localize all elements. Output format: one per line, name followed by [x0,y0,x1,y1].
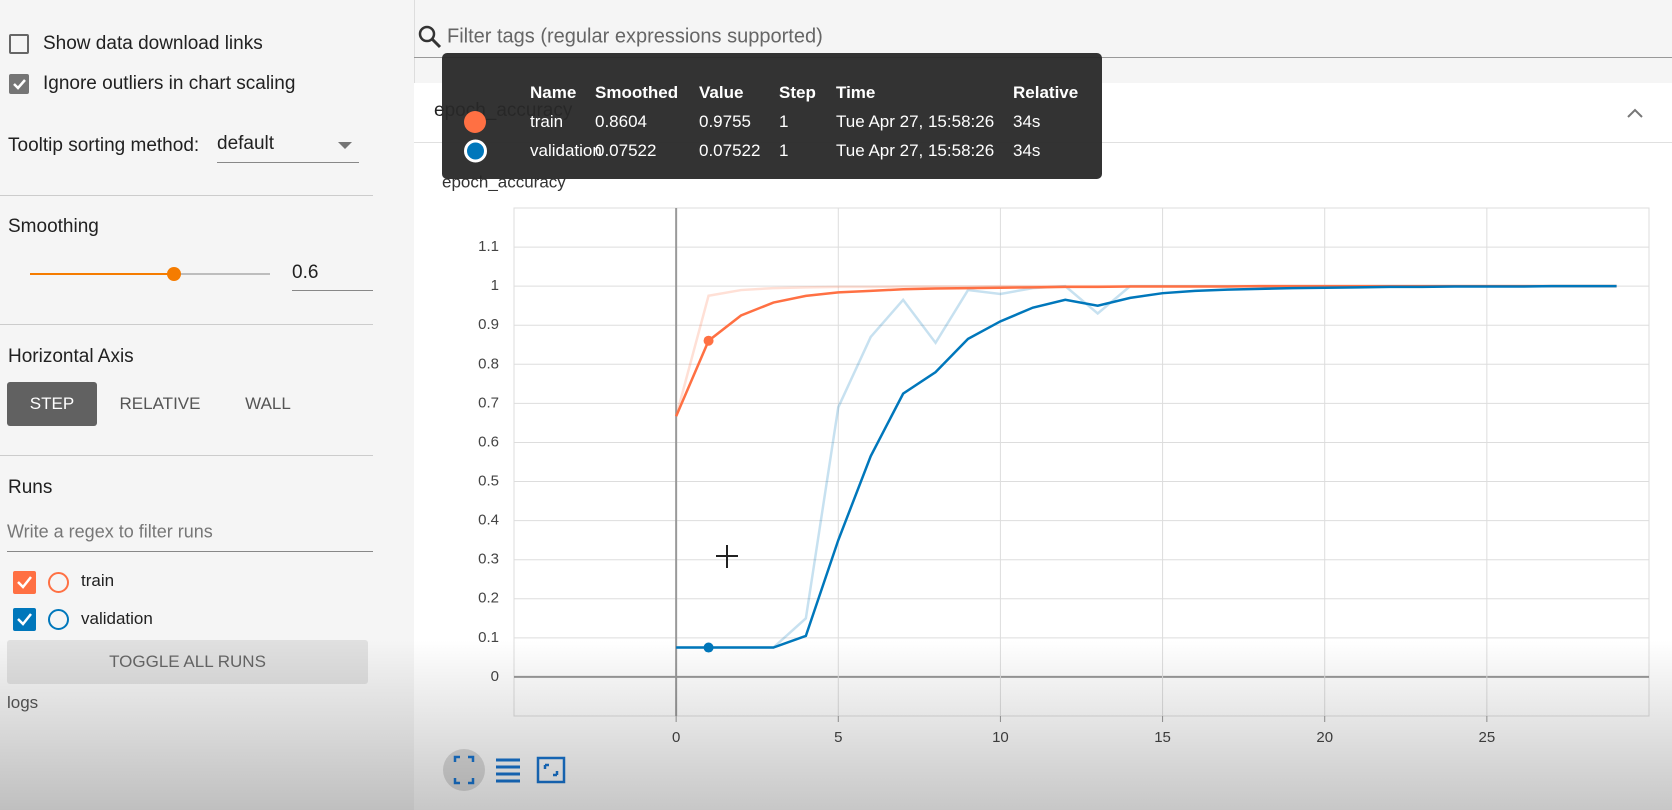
smoothing-value: 0.6 [292,262,319,283]
logdir: logs [7,693,39,712]
x-tick-label: 10 [992,729,1009,746]
raw-line [674,284,1617,417]
divider [0,324,373,325]
checkbox[interactable] [9,34,29,54]
checkbox[interactable] [13,608,36,631]
hover-point [703,335,714,346]
tooltip-header: Name [530,83,577,102]
hover-point [703,642,714,653]
tooltip-value: 0.07522 [699,141,761,160]
tooltip-swatch [464,111,486,133]
dropdown-value: default [217,133,275,154]
y-tick-label: 0.1 [478,629,499,646]
tooltip-relative: 34s [1013,141,1041,160]
tooltip-header: Value [699,83,744,102]
tooltip-header: Relative [1013,83,1079,102]
dropdown[interactable]: default [217,130,359,163]
placeholder: Write a regex to filter runs [7,521,213,542]
plot-frame [513,207,1650,717]
label: Ignore outliers in chart scaling [43,73,296,94]
label: Smoothing [8,216,99,237]
sidebar: Show data download links Ignore outliers… [0,0,415,810]
divider [0,455,373,456]
x-tick-label: 0 [672,729,680,746]
x-tick-label: 15 [1154,729,1171,746]
tooltip-time: Tue Apr 27, 15:58:26 [836,141,995,160]
tooltip-time: Tue Apr 27, 15:58:26 [836,112,995,131]
y-tick-label: 0.9 [478,316,499,333]
y-tick-label: 0.3 [478,551,499,568]
label: Show data download links [43,33,263,54]
label: Runs [8,477,53,498]
y-tick-label: 0.8 [478,355,499,372]
y-tick-label: 0 [491,668,499,685]
placeholder: Filter tags (regular expressions support… [447,25,823,48]
runs-filter[interactable]: Write a regex to filter runs [7,516,373,552]
tooltip-smoothed: 0.8604 [595,112,647,131]
y-tick-label: 0.6 [478,433,499,450]
tooltip-relative: 34s [1013,112,1041,131]
run-name: train [81,571,115,590]
smoothed-line [676,284,1617,649]
card: epoch_accuracy [414,83,1672,810]
tooltip-header: Smoothed [595,83,679,102]
run-color [48,609,69,630]
axis-button[interactable]: STEP [7,382,97,426]
x-tick-label: 5 [834,729,842,746]
toggle-button[interactable]: TOGGLE ALL RUNS [7,640,368,684]
tooltip-header: Time [836,83,876,102]
tooltip-name: train [530,112,564,131]
slider-fill [30,273,174,275]
run-name: validation [81,609,153,628]
tooltip: Name Smoothed Value Step Time Relative train 0.… [442,53,1102,179]
checkbox[interactable] [13,571,36,594]
y-tick-label: 1 [491,277,499,294]
tooltip-header: Step [779,83,816,102]
chart-toolbar [443,749,566,791]
run-color [48,572,69,593]
y-tick-label: 1.1 [478,238,499,255]
label: Horizontal Axis [8,346,134,367]
y-tick-label: 0.5 [478,473,499,490]
y-tick-label: 0.4 [478,512,499,529]
tooltip-smoothed: 0.07522 [595,141,657,160]
smoothed-line [674,284,1617,417]
slider-thumb[interactable] [167,267,181,281]
divider [0,195,373,196]
tooltip-name: validation [530,141,602,160]
smoothing-input[interactable]: 0.6 [292,258,373,291]
x-tick-label: 25 [1479,729,1496,746]
tooltip-value: 0.9755 [699,112,751,131]
checkbox[interactable] [9,74,29,94]
raw-line [676,284,1617,649]
label: Tooltip sorting method: [8,135,200,156]
y-tick-label: 0.7 [478,394,499,411]
y-tick-label: 0.2 [478,590,499,607]
tooltip-swatch [464,139,487,163]
tooltip-step: 1 [779,141,789,160]
crosshair [716,545,738,568]
x-tick-label: 20 [1316,729,1333,746]
axis-button[interactable]: RELATIVE [119,394,201,413]
axis-button[interactable]: WALL [245,394,291,413]
tooltip-step: 1 [779,112,789,131]
